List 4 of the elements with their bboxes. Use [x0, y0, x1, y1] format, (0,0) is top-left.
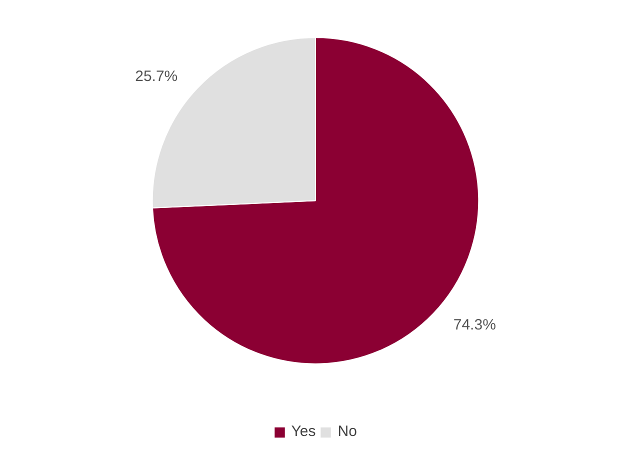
data-label: 74.3% — [453, 316, 496, 334]
legend-label: No — [338, 423, 358, 440]
legend-label: Yes — [291, 423, 316, 440]
data-label: 25.7% — [135, 68, 178, 86]
